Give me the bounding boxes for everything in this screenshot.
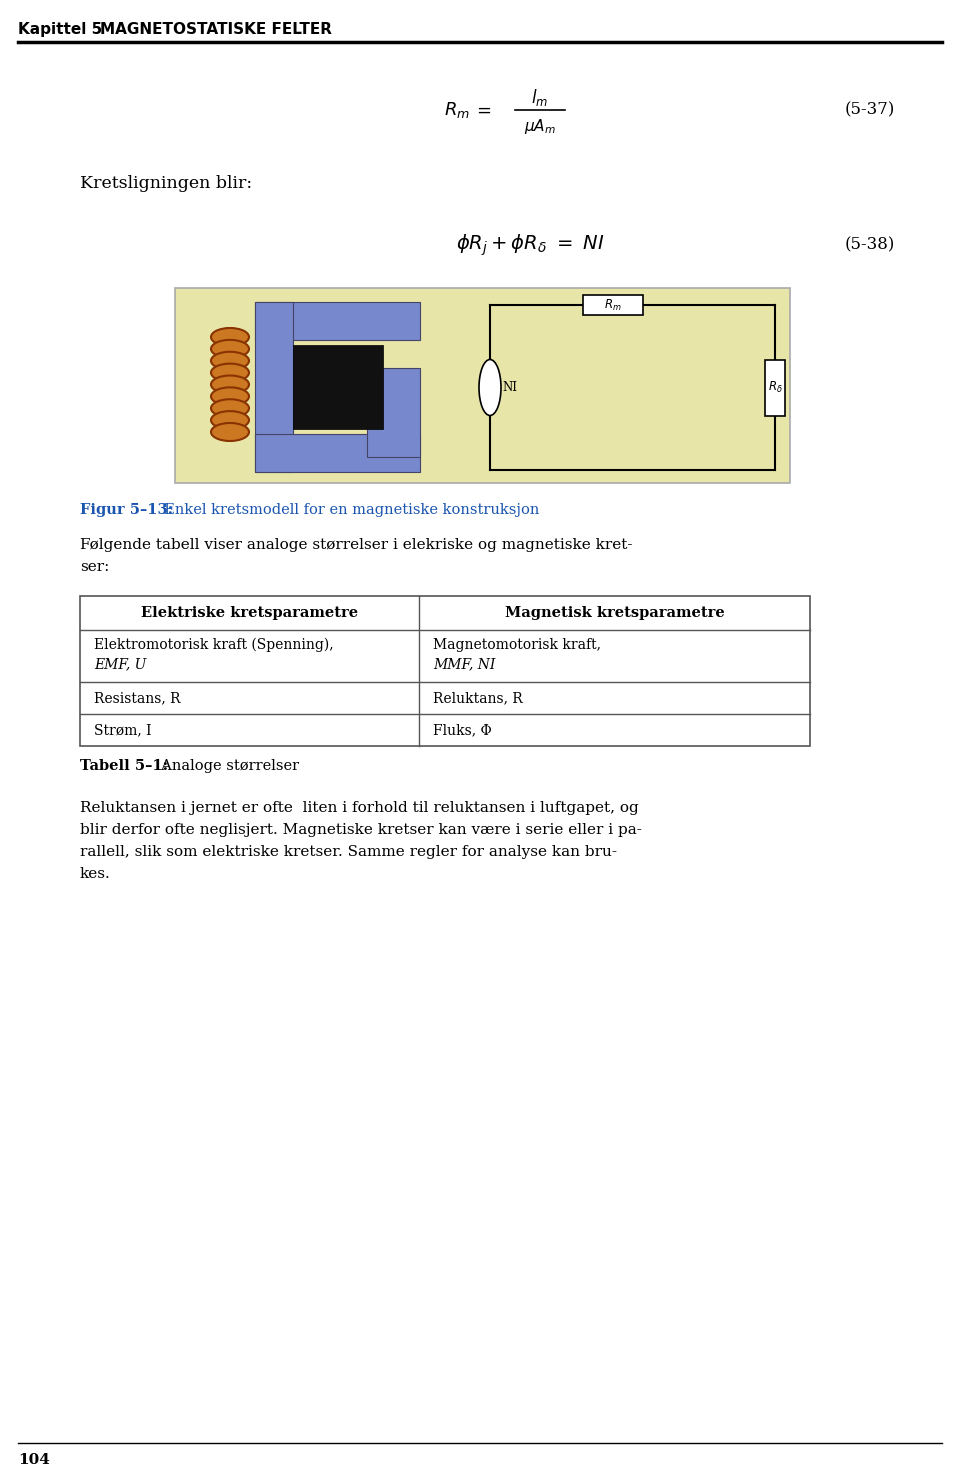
- Text: blir derfor ofte neglisjert. Magnetiske kretser kan være i serie eller i pa-: blir derfor ofte neglisjert. Magnetiske …: [80, 823, 642, 837]
- Text: Figur 5–13:: Figur 5–13:: [80, 502, 173, 517]
- Text: Elektriske kretsparametre: Elektriske kretsparametre: [141, 605, 358, 620]
- Text: $\phi R_j + \phi R_\delta\ =\ NI$: $\phi R_j + \phi R_\delta\ =\ NI$: [456, 233, 604, 258]
- Text: 104: 104: [18, 1452, 50, 1467]
- Ellipse shape: [211, 411, 249, 429]
- Text: Elektromotorisk kraft (Spenning),: Elektromotorisk kraft (Spenning),: [94, 638, 334, 653]
- Bar: [367, 368, 420, 457]
- Bar: [583, 295, 642, 315]
- Ellipse shape: [211, 376, 249, 393]
- Bar: [765, 359, 785, 415]
- Text: Fluks, Φ: Fluks, Φ: [434, 723, 492, 736]
- Text: (5-38): (5-38): [845, 237, 895, 253]
- Text: $\mu A_m$: $\mu A_m$: [524, 116, 556, 136]
- Text: Tabell 5–1:: Tabell 5–1:: [80, 759, 168, 773]
- Ellipse shape: [479, 359, 501, 415]
- Text: Resistans, R: Resistans, R: [94, 691, 180, 706]
- Text: $R_m$: $R_m$: [444, 100, 470, 119]
- Text: Følgende tabell viser analoge størrelser i elekriske og magnetiske kret-: Følgende tabell viser analoge størrelser…: [80, 538, 633, 552]
- Text: rallell, slik som elektriske kretser. Samme regler for analyse kan bru-: rallell, slik som elektriske kretser. Sa…: [80, 846, 617, 859]
- Ellipse shape: [211, 340, 249, 358]
- Ellipse shape: [211, 352, 249, 370]
- Text: $R_m$: $R_m$: [604, 298, 621, 312]
- Bar: [80, 597, 810, 745]
- Bar: [255, 435, 420, 471]
- Bar: [255, 302, 293, 471]
- Text: Strøm, I: Strøm, I: [94, 723, 152, 736]
- Text: Enkel kretsmodell for en magnetiske konstruksjon: Enkel kretsmodell for en magnetiske kons…: [155, 502, 540, 517]
- Text: (5-37): (5-37): [845, 102, 895, 118]
- Ellipse shape: [211, 399, 249, 417]
- Ellipse shape: [211, 387, 249, 405]
- Bar: [255, 302, 420, 340]
- Text: Analoge størrelser: Analoge størrelser: [152, 759, 299, 773]
- Text: Magnetisk kretsparametre: Magnetisk kretsparametre: [505, 605, 725, 620]
- Text: $l_m$: $l_m$: [532, 87, 548, 108]
- Text: Kretsligningen blir:: Kretsligningen blir:: [80, 175, 252, 191]
- Text: $=$: $=$: [472, 102, 492, 119]
- Text: ser:: ser:: [80, 560, 109, 574]
- Ellipse shape: [211, 328, 249, 346]
- Text: MAGNETOSTATISKE FELTER: MAGNETOSTATISKE FELTER: [100, 22, 332, 37]
- Text: Kapittel 5: Kapittel 5: [18, 22, 103, 37]
- Ellipse shape: [211, 423, 249, 440]
- Text: EMF, U: EMF, U: [94, 657, 146, 672]
- Bar: [175, 289, 790, 483]
- Ellipse shape: [211, 364, 249, 382]
- Text: kes.: kes.: [80, 868, 110, 881]
- Text: Reluktans, R: Reluktans, R: [434, 691, 523, 706]
- Text: $R_\delta$: $R_\delta$: [768, 380, 782, 395]
- Text: Reluktansen i jernet er ofte  liten i forhold til reluktansen i luftgapet, og: Reluktansen i jernet er ofte liten i for…: [80, 801, 638, 815]
- Text: NI: NI: [502, 382, 517, 393]
- Bar: [293, 345, 383, 429]
- Text: Magnetomotorisk kraft,: Magnetomotorisk kraft,: [434, 638, 602, 653]
- Text: MMF, NI: MMF, NI: [434, 657, 495, 672]
